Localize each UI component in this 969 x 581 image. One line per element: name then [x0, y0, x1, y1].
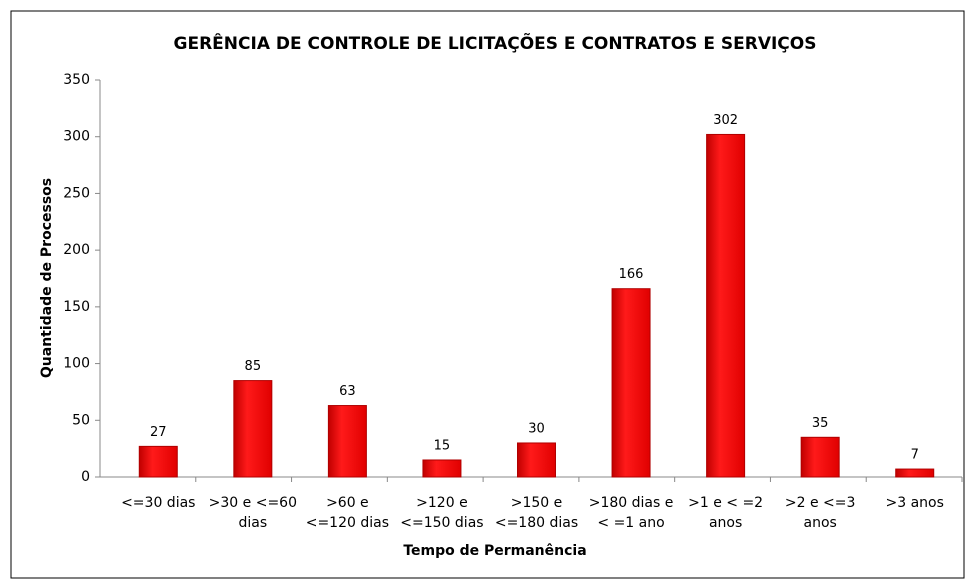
y-tick-label: 350 — [63, 72, 90, 88]
y-axis-label: Quantidade de Processos — [39, 178, 55, 378]
bar — [138, 445, 178, 478]
bar — [517, 442, 556, 478]
bar — [422, 459, 462, 478]
bar — [800, 436, 840, 478]
data-label: 85 — [245, 359, 262, 374]
x-tick-label: >60 e <=120 dias — [305, 495, 390, 531]
chart-title: GERÊNCIA DE CONTROLE DE LICITAÇÕES E CON… — [174, 31, 817, 54]
data-label: 35 — [812, 416, 829, 431]
data-label: 166 — [619, 267, 644, 282]
data-label: 63 — [339, 384, 356, 399]
y-tick-label: 150 — [63, 299, 90, 315]
y-tick-label: 50 — [72, 412, 90, 428]
x-tick-label: >180 dias e < =1 ano — [588, 495, 674, 531]
x-tick-label: >150 e <=180 dias — [494, 495, 579, 531]
x-tick-label: >30 e <=60 dias — [208, 495, 297, 531]
data-label: 7 — [911, 448, 919, 463]
y-tick-label: 0 — [81, 469, 90, 485]
frame — [10, 10, 965, 579]
y-tick-label: 250 — [63, 185, 90, 201]
bar — [895, 468, 935, 478]
y-tick-label: 100 — [63, 356, 90, 372]
data-label: 15 — [434, 438, 451, 453]
x-tick-label: >3 anos — [885, 495, 944, 511]
x-tick-label: >120 e <=150 dias — [400, 495, 484, 531]
data-label: 30 — [528, 421, 545, 436]
x-tick-label: >1 e < =2 anos — [688, 495, 764, 531]
data-label: 27 — [150, 425, 167, 440]
x-tick-label: <=30 dias — [121, 495, 196, 511]
bar — [706, 133, 746, 478]
y-tick-label: 300 — [63, 129, 90, 145]
x-tick-label: >2 e <=3 anos — [784, 495, 856, 531]
bar — [233, 380, 273, 478]
bar — [327, 405, 367, 478]
bar — [611, 288, 651, 478]
x-axis-label: Tempo de Permanência — [403, 543, 586, 559]
y-tick-label: 200 — [63, 242, 90, 258]
data-label: 302 — [713, 113, 738, 128]
